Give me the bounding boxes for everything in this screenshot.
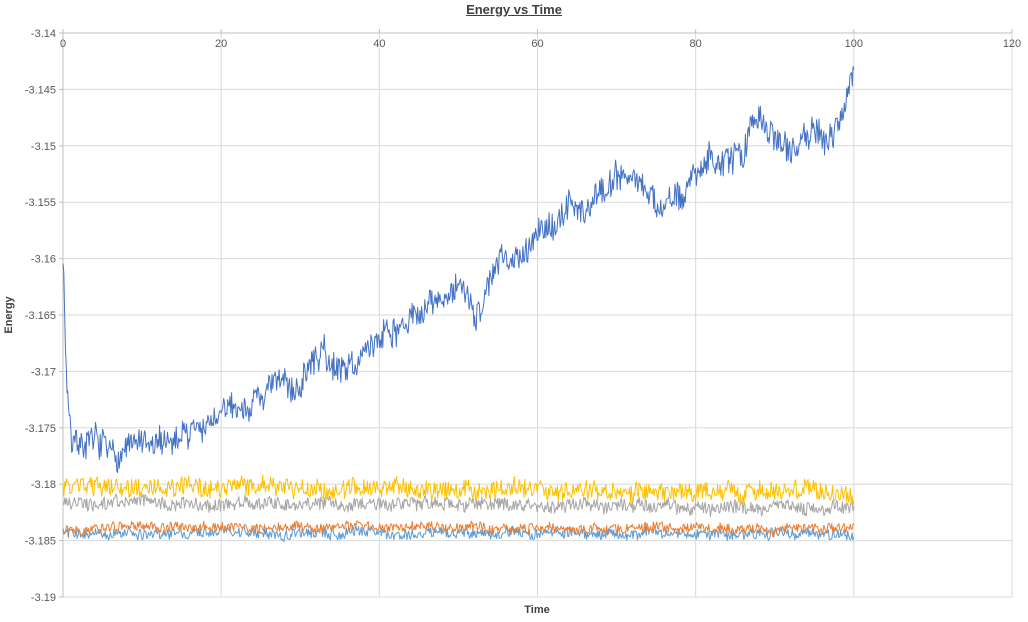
chart-title: Energy vs Time [466,2,562,17]
series-blue [62,66,855,473]
x-tick-label: 60 [531,38,543,50]
y-tick-label: -3.155 [25,197,56,209]
y-tick-label: -3.14 [31,28,56,40]
y-tick-label: -3.185 [25,536,56,548]
y-tick-label: -3.165 [25,310,56,322]
series-gray [62,493,855,517]
series-lines [62,66,855,543]
y-tick-label: -3.15 [31,141,56,153]
y-tick-label: -3.145 [25,84,56,96]
x-tick-label: 100 [845,38,863,50]
series-yellow [62,474,855,507]
y-tick-label: -3.16 [31,254,56,266]
axes [59,29,1013,598]
y-tick-label: -3.17 [31,366,56,378]
y-axis-title: Energy [3,295,15,333]
tick-labels: 0 20 40 60 80 100 120 -3.14 -3.145 -3.15 -3.155 -3.… [25,28,1021,604]
x-tick-label: 40 [373,38,385,50]
y-tick-label: -3.175 [25,423,56,435]
x-tick-label: 20 [215,38,227,50]
gridlines [62,32,1013,598]
x-tick-label: 80 [690,38,702,50]
y-tick-label: -3.18 [31,479,56,491]
x-axis-title: Time [524,604,549,616]
x-tick-label: 0 [60,38,66,50]
x-tick-label: 120 [1003,38,1021,50]
series-orange [62,520,855,538]
y-tick-label: -3.19 [31,592,56,604]
